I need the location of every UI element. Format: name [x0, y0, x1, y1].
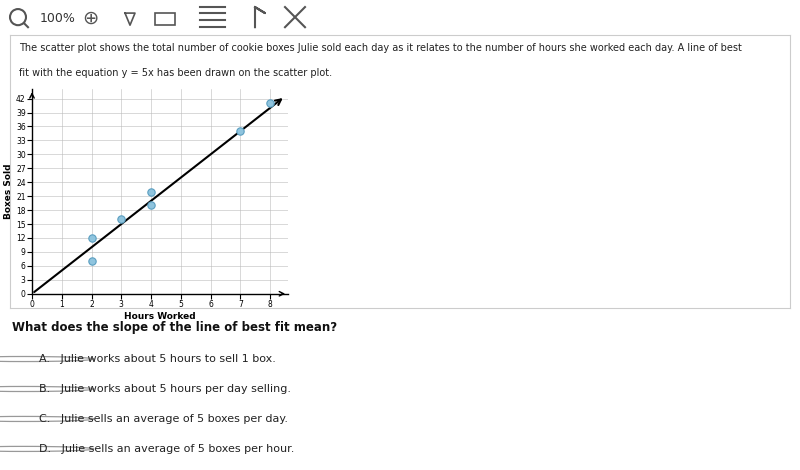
Y-axis label: Boxes Sold: Boxes Sold: [4, 164, 14, 219]
Point: [115, 216, 128, 223]
Point: [234, 127, 246, 135]
Text: ⊕: ⊕: [82, 8, 98, 28]
Point: [145, 202, 158, 209]
Text: B.   Julie works about 5 hours per day selling.: B. Julie works about 5 hours per day sel…: [39, 384, 291, 394]
Point: [85, 258, 98, 265]
Text: C.   Julie sells an average of 5 boxes per day.: C. Julie sells an average of 5 boxes per…: [39, 414, 288, 424]
Text: The scatter plot shows the total number of cookie boxes Julie sold each day as i: The scatter plot shows the total number …: [19, 43, 742, 54]
Text: What does the slope of the line of best fit mean?: What does the slope of the line of best …: [12, 321, 337, 334]
Point: [85, 234, 98, 242]
Text: A.   Julie works about 5 hours to sell 1 box.: A. Julie works about 5 hours to sell 1 b…: [39, 354, 276, 364]
Bar: [155, 13, 175, 25]
Point: [145, 188, 158, 196]
Point: [264, 100, 277, 107]
Text: 100%: 100%: [40, 12, 76, 24]
Text: D.   Julie sells an average of 5 boxes per hour.: D. Julie sells an average of 5 boxes per…: [39, 444, 294, 454]
X-axis label: Hours Worked: Hours Worked: [124, 312, 196, 321]
Text: fit with the equation y = 5x has been drawn on the scatter plot.: fit with the equation y = 5x has been dr…: [19, 68, 332, 78]
